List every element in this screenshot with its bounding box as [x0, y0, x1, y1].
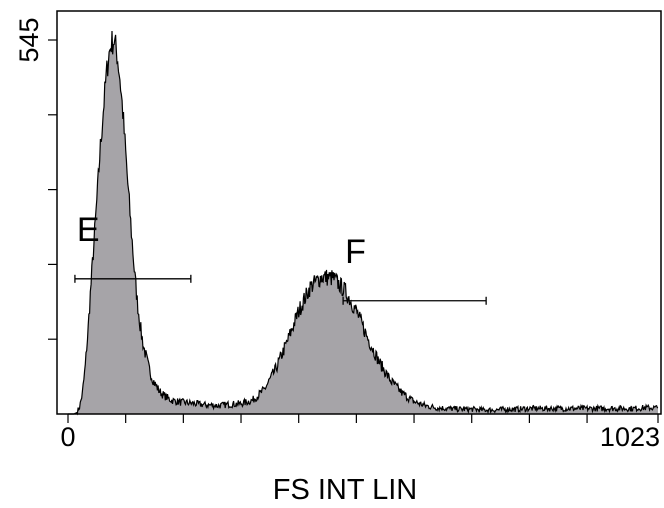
- plot-frame: [56, 10, 662, 415]
- gates: EF: [74, 211, 487, 305]
- plot-area: [68, 30, 659, 416]
- x-axis-ticks: [67, 414, 659, 423]
- x-axis-title: FS INT LIN: [273, 474, 418, 506]
- y-axis-ticks: [48, 39, 57, 340]
- x-tick-label: 1023: [600, 422, 660, 452]
- x-axis-tick-labels: 0 1023: [60, 422, 660, 452]
- gate-label: E: [77, 211, 100, 249]
- y-tick-label: 545: [14, 17, 44, 62]
- x-tick-label: 0: [60, 422, 75, 452]
- histogram-outline: [68, 30, 659, 416]
- y-axis-tick-labels: 545: [14, 17, 44, 62]
- plot-border: [56, 10, 662, 415]
- gate-label: F: [345, 233, 366, 271]
- histogram-fill: [68, 31, 658, 414]
